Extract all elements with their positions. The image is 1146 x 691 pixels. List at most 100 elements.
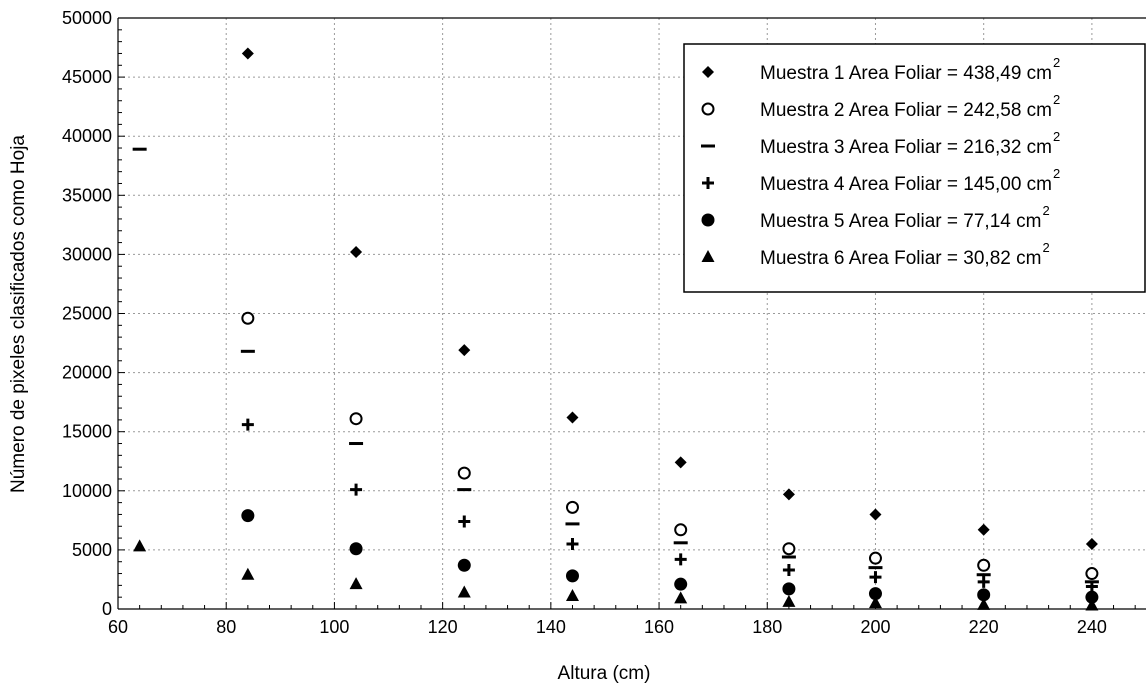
- legend-unit-superscript: 2: [1053, 166, 1060, 181]
- x-tick-label: 200: [860, 617, 890, 637]
- x-tick-label: 120: [428, 617, 458, 637]
- x-tick-label: 160: [644, 617, 674, 637]
- legend-label: Muestra 2 Area Foliar = 242,58 cm: [760, 100, 1052, 121]
- legend-label: Muestra 1 Area Foliar = 438,49 cm: [760, 63, 1052, 84]
- open-circle-point: [977, 558, 991, 572]
- plus-point: [782, 563, 795, 576]
- series-1: [241, 47, 1098, 550]
- legend-unit-superscript: 2: [1053, 55, 1060, 70]
- y-tick-label: 40000: [62, 126, 112, 146]
- dash-point: [457, 488, 472, 492]
- y-tick-label: 45000: [62, 67, 112, 87]
- dash-point: [132, 147, 147, 151]
- open-circle-point: [241, 311, 255, 325]
- plus-point: [869, 571, 882, 584]
- legend-item: Muestra 1 Area Foliar = 438,49 cm2: [702, 55, 1060, 84]
- dash-point: [781, 555, 796, 559]
- plus-point: [458, 515, 471, 528]
- dash-point: [976, 573, 991, 577]
- legend-label: Muestra 5 Area Foliar = 77,14 cm: [760, 211, 1041, 232]
- filled-circle-point: [349, 542, 363, 556]
- y-axis-title: Número de pixeles clasificados como Hoja: [8, 135, 29, 493]
- open-circle-legend-icon: [701, 102, 715, 116]
- plus-point: [566, 537, 579, 550]
- x-tick-label: 140: [536, 617, 566, 637]
- open-circle-point: [674, 523, 688, 537]
- filled-circle-point: [241, 509, 255, 523]
- dash-point: [565, 522, 580, 526]
- filled-circle-point: [457, 558, 471, 572]
- legend-item: Muestra 6 Area Foliar = 30,82 cm2: [701, 240, 1050, 269]
- legend: Muestra 1 Area Foliar = 438,49 cm2Muestr…: [683, 43, 1146, 293]
- plus-point: [674, 553, 687, 566]
- open-circle-point: [457, 466, 471, 480]
- triangle-point: [868, 596, 882, 609]
- y-tick-label: 30000: [62, 244, 112, 264]
- dash-point: [240, 349, 255, 353]
- triangle-point: [1085, 598, 1099, 611]
- diamond-point: [1085, 537, 1098, 550]
- data-points: [132, 47, 1099, 611]
- y-tick-label: 0: [102, 599, 112, 619]
- triangle-point: [241, 567, 255, 580]
- triangle-point: [782, 594, 796, 607]
- open-circle-point: [782, 542, 796, 556]
- x-tick-label: 180: [752, 617, 782, 637]
- triangle-point: [977, 597, 991, 610]
- y-tick-label: 25000: [62, 304, 112, 324]
- open-circle-point: [1085, 567, 1099, 581]
- triangle-point: [565, 588, 579, 601]
- plus-point: [1085, 580, 1098, 593]
- legend-item: Muestra 2 Area Foliar = 242,58 cm2: [701, 92, 1060, 121]
- triangle-legend-icon: [701, 250, 715, 262]
- diamond-point: [241, 47, 254, 60]
- filled-circle-point: [782, 582, 796, 596]
- plus-legend-icon: [702, 177, 714, 189]
- triangle-point: [457, 585, 471, 598]
- filled-circle-point: [1085, 590, 1099, 604]
- legend-label: Muestra 6 Area Foliar = 30,82 cm: [760, 248, 1041, 269]
- triangle-point: [674, 591, 688, 604]
- legend-label: Muestra 3 Area Foliar = 216,32 cm: [760, 137, 1052, 158]
- dash-point: [868, 566, 883, 570]
- triangle-point: [349, 577, 363, 590]
- open-circle-point: [565, 500, 579, 514]
- x-tick-label: 240: [1077, 617, 1107, 637]
- legend-unit-superscript: 2: [1053, 92, 1060, 107]
- legend-item: Muestra 3 Area Foliar = 216,32 cm2: [701, 129, 1060, 158]
- triangle-point: [133, 539, 147, 552]
- plus-point: [977, 575, 990, 588]
- series-2: [241, 311, 1099, 581]
- x-axis-title: Altura (cm): [558, 663, 651, 684]
- legend-box: [683, 43, 1146, 293]
- legend-unit-superscript: 2: [1042, 203, 1049, 218]
- y-tick-label: 50000: [62, 8, 112, 28]
- y-tick-label: 35000: [62, 185, 112, 205]
- diamond-point: [977, 523, 990, 536]
- filled-circle-point: [565, 569, 579, 583]
- y-tick-label: 20000: [62, 363, 112, 383]
- diamond-legend-icon: [702, 66, 714, 78]
- series-6: [133, 539, 1099, 611]
- x-tick-label: 80: [216, 617, 236, 637]
- x-tick-label: 60: [108, 617, 128, 637]
- filled-circle-point: [674, 577, 688, 591]
- y-tick-label: 15000: [62, 422, 112, 442]
- y-tick-label: 5000: [72, 540, 112, 560]
- legend-label: Muestra 4 Area Foliar = 145,00 cm: [760, 174, 1052, 195]
- filled-circle-legend-icon: [701, 213, 715, 227]
- diamond-point: [458, 344, 471, 357]
- open-circle-point: [868, 551, 882, 565]
- axis-ticks: 60 80 100 120 140 160 180 200 220 240 0 5000 10000 15…: [62, 8, 1136, 637]
- x-tick-label: 100: [319, 617, 349, 637]
- diamond-point: [869, 508, 882, 521]
- diamond-point: [350, 246, 363, 259]
- grid-lines: [118, 17, 1146, 609]
- series-4: [241, 418, 1098, 593]
- y-tick-label: 10000: [62, 481, 112, 501]
- legend-item: Muestra 5 Area Foliar = 77,14 cm2: [701, 203, 1050, 232]
- series-5: [241, 509, 1099, 604]
- filled-circle-point: [868, 587, 882, 601]
- dash-legend-icon: [701, 144, 715, 148]
